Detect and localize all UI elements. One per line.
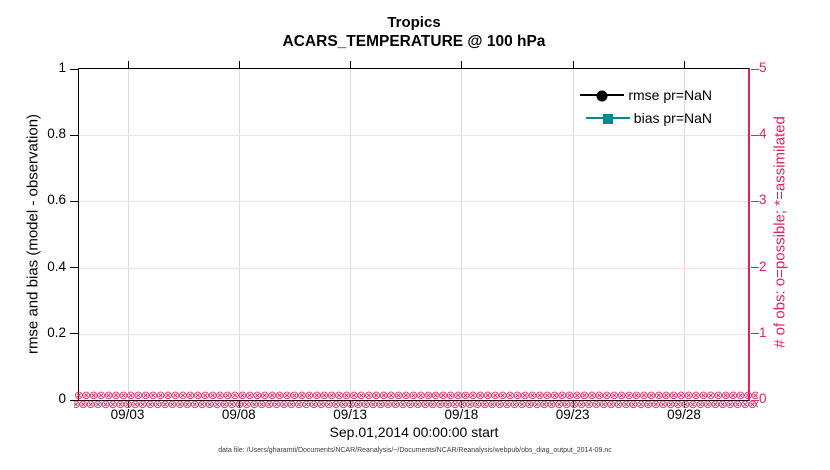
horizontal-gridline: [79, 135, 748, 137]
right-tick: [751, 267, 759, 269]
bottom-tick: [238, 401, 240, 408]
left-tick-label: 0.4: [47, 258, 66, 274]
x-tick-label: 09/18: [444, 407, 479, 422]
left-tick: [70, 399, 78, 401]
right-tick: [751, 200, 759, 202]
right-tick: [751, 333, 759, 335]
y-axis-label-left: rmse and bias (model - observation): [24, 113, 42, 355]
legend-entry-bias: bias pr=NaN: [580, 106, 712, 129]
bias-square-marker-icon: [602, 113, 613, 124]
top-tick: [127, 61, 129, 68]
right-tick: [751, 399, 759, 401]
right-tick-label: 1: [759, 324, 767, 340]
vertical-gridline: [127, 69, 129, 400]
bottom-tick: [684, 401, 685, 408]
x-axis-label: Sep.01,2014 00:00:00 start: [329, 424, 499, 440]
left-tick-label: 1: [58, 60, 66, 75]
vertical-gridline: [461, 69, 463, 400]
right-tick: [751, 134, 759, 136]
right-tick-label: 4: [759, 126, 767, 142]
data-file-path: data file: /Users/gharamti/Documents/NCA…: [218, 447, 612, 454]
top-tick: [350, 61, 352, 68]
top-tick: [572, 61, 574, 68]
x-tick-label: 09/23: [555, 407, 590, 422]
bottom-tick: [572, 401, 574, 408]
right-tick-label: 5: [759, 60, 767, 75]
legend-label-bias: bias pr=NaN: [633, 109, 712, 126]
bottom-tick: [461, 401, 463, 408]
left-tick: [70, 200, 78, 202]
legend: rmse pr=NaN bias pr=NaN: [580, 83, 712, 129]
rmse-line-icon: [580, 90, 625, 101]
bias-line-icon: [585, 113, 630, 124]
right-tick: [751, 68, 759, 70]
chart-subtitle: ACARS_TEMPERATURE @ 100 hPa: [282, 33, 546, 50]
vertical-gridline: [350, 69, 352, 400]
top-tick: [461, 61, 463, 68]
right-tick-label: 2: [759, 258, 767, 274]
left-tick-label: 0.2: [47, 324, 66, 340]
horizontal-gridline: [79, 201, 748, 203]
left-tick-label: 0.8: [47, 126, 66, 142]
right-tick-label: 3: [759, 192, 767, 208]
legend-entry-rmse: rmse pr=NaN: [580, 83, 712, 106]
x-tick-label: 09/13: [333, 407, 367, 422]
rmse-circle-marker-icon: [596, 90, 608, 101]
left-tick: [70, 333, 78, 335]
top-tick: [684, 61, 685, 68]
top-tick: [238, 61, 240, 68]
bottom-tick: [127, 401, 129, 408]
chart-title: Tropics: [387, 14, 441, 31]
vertical-gridline: [684, 69, 685, 400]
horizontal-gridline: [79, 267, 748, 269]
left-tick-label: 0: [58, 391, 66, 406]
legend-label-rmse: rmse pr=NaN: [628, 86, 712, 103]
x-tick-label: 09/28: [667, 407, 701, 422]
x-tick-label: 09/03: [110, 407, 145, 422]
horizontal-gridline: [79, 333, 748, 335]
right-tick-label: 0: [759, 391, 767, 406]
left-tick: [70, 134, 78, 136]
x-tick-label: 09/08: [221, 407, 256, 422]
vertical-gridline: [238, 69, 240, 400]
bottom-tick: [350, 401, 352, 408]
left-tick-label: 0.6: [47, 192, 66, 208]
vertical-gridline: [572, 69, 574, 400]
left-tick: [70, 68, 78, 70]
obs-possible-markers: ⊗⊗⊗⊗⊗⊗⊗⊗⊗⊗⊗⊗⊗⊗⊗⊗⊗⊗⊗⊗⊗⊗⊗⊗⊗⊗⊗⊗⊗⊗⊗⊗⊗⊗⊗⊗⊗⊗⊗⊗…: [74, 390, 758, 402]
left-tick: [70, 267, 78, 269]
plot-area: rmse pr=NaN bias pr=NaN ⊗⊗⊗⊗⊗⊗⊗⊗⊗⊗⊗⊗⊗⊗⊗⊗…: [70, 61, 759, 409]
y-axis-label-right: # of obs: o=possible; *=assimilated: [771, 116, 789, 348]
